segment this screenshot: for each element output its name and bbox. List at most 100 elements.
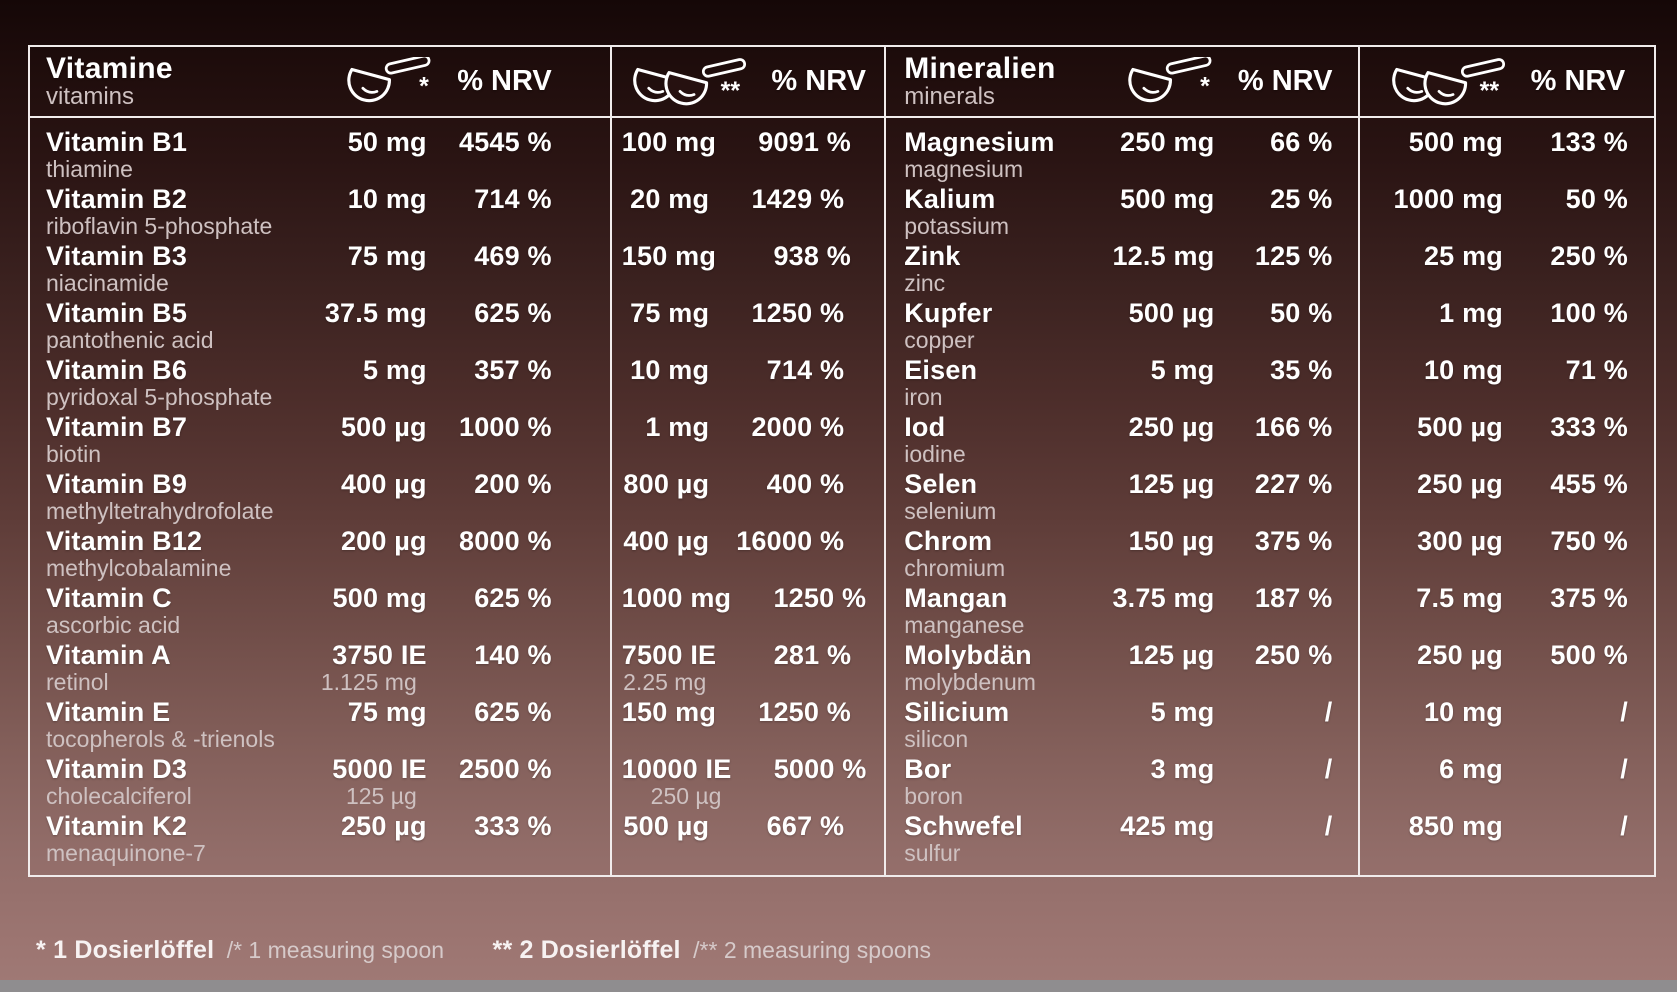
nrv-cell: 50 % — [1565, 184, 1628, 214]
nutrient-name-de: Vitamin B1 — [46, 127, 188, 157]
minerals-row-kupfer-dose-two: 1 mg 100 % — [1360, 298, 1654, 356]
vitamins-title-en: vitamins — [46, 82, 135, 110]
nrv-cell: 667 % — [766, 811, 845, 841]
vitamins-one-spoon-rows: Vitamin B1 thiamine 50 mg 4545 % Vitamin B2 r… — [30, 118, 610, 875]
nrv-cell: 1429 % — [751, 184, 845, 214]
amount-value: 1000 mg — [621, 583, 732, 613]
nrv-cell: 1000 % — [458, 412, 552, 442]
amount-value: 5 mg — [1150, 697, 1215, 727]
nrv-cell: 375 % — [1254, 526, 1333, 556]
nrv-column-header: % NRV — [457, 65, 552, 97]
nutrient-name-de: Kalium — [904, 184, 996, 214]
nutrient-name-en: copper — [904, 327, 975, 354]
amount-cell: 1000 mg — [1368, 184, 1503, 214]
nutrient-name: Zink zinc — [904, 241, 1054, 297]
nutrient-name-de: Vitamin E — [46, 697, 171, 727]
nutrient-name-en: tocopherols & -trienols — [46, 726, 275, 753]
nutrient-name: Kupfer copper — [904, 298, 1054, 354]
amount-cell: 250 µg — [1368, 640, 1503, 670]
nrv-cell: 625 % — [474, 697, 552, 727]
amount-value: 400 µg — [623, 526, 710, 556]
nrv-cell: 375 % — [1550, 583, 1628, 613]
amount-cell: 20 mg — [622, 184, 710, 214]
minerals-row-mangan: Mangan manganese 3.75 mg 187 % — [886, 583, 1358, 641]
vitamins-title: Vitamine vitamins — [46, 54, 341, 109]
amount-value: 5 mg — [1150, 355, 1215, 385]
amount-value: 50 mg — [347, 127, 427, 157]
nrv-cell: 625 % — [474, 583, 552, 613]
amount-value: 10000 IE — [621, 754, 732, 784]
amount-value: 500 µg — [340, 412, 427, 442]
amount-value: 3 mg — [1150, 754, 1215, 784]
minerals-row-molybd-n-dose-two: 250 µg 500 % — [1360, 640, 1654, 698]
nutrition-facts-table: Vitamine vitamins % NRV Vitamin B1 thiami… — [28, 45, 1656, 877]
amount-cell: 10 mg — [1368, 355, 1503, 385]
nrv-cell: / — [1324, 811, 1333, 841]
amount-value: 20 mg — [630, 184, 710, 214]
nutrient-name-en: methylcobalamine — [46, 555, 232, 582]
minerals-row-magnesium-dose-two: 500 mg 133 % — [1360, 127, 1654, 185]
nrv-cell: 25 % — [1270, 184, 1333, 214]
amount-cell: 1000 mg — [621, 583, 732, 613]
amount-cell: 1 mg — [622, 412, 709, 442]
minerals-two-spoons-header: % NRV — [1360, 47, 1654, 118]
vitamins-row-vitamin-b6: Vitamin B6 pyridoxal 5-phosphate 5 mg 357 % — [30, 355, 610, 413]
vitamins-row-vitamin-b6-dose-two: 10 mg 714 % — [612, 355, 884, 413]
nrv-cell: / — [1324, 754, 1333, 784]
nrv-cell: 250 % — [1254, 640, 1333, 670]
amount-cell: 250 µg — [1054, 412, 1215, 442]
nrv-cell: 281 % — [773, 640, 852, 670]
minerals-two-spoons-section: % NRV 500 mg 133 % 1000 mg 50 % 25 mg 250 % 1 … — [1358, 47, 1654, 875]
vitamins-title-de: Vitamine — [46, 52, 173, 86]
amount-cell: 1 mg — [1368, 298, 1503, 328]
nrv-cell: 625 % — [474, 298, 552, 328]
nrv-cell: 4545 % — [458, 127, 552, 157]
amount-cell: 10 mg — [1368, 697, 1503, 727]
amount-value: 5000 IE — [332, 754, 427, 784]
minerals-row-zink-dose-two: 25 mg 250 % — [1360, 241, 1654, 299]
amount-cell: 3 mg — [1054, 754, 1215, 784]
amount-cell: 500 µg — [622, 811, 709, 841]
nutrient-name-de: Eisen — [904, 355, 978, 385]
amount-subvalue: 125 µg — [345, 783, 417, 810]
amount-cell: 150 mg — [622, 241, 716, 271]
amount-cell: 400 µg — [277, 469, 427, 499]
nutrient-name-de: Schwefel — [904, 811, 1023, 841]
nutrient-name-de: Vitamin B7 — [46, 412, 188, 442]
nrv-column-header: % NRV — [771, 65, 866, 97]
amount-value: 500 µg — [1128, 298, 1215, 328]
nrv-cell: 469 % — [474, 241, 552, 271]
nutrient-name-de: Vitamin B12 — [46, 526, 203, 556]
nutrient-name-de: Vitamin K2 — [46, 811, 188, 841]
vitamins-row-vitamin-b7-dose-two: 1 mg 2000 % — [612, 412, 884, 470]
amount-cell: 850 mg — [1368, 811, 1503, 841]
nrv-cell: 187 % — [1254, 583, 1333, 613]
nutrient-name-en: potassium — [904, 213, 1010, 240]
nrv-cell: 500 % — [1550, 640, 1628, 670]
nutrient-name-de: Iod — [904, 412, 946, 442]
amount-value: 10 mg — [630, 355, 710, 385]
nutrient-name: Molybdän molybdenum — [904, 640, 1054, 694]
amount-value: 10 mg — [1423, 697, 1503, 727]
vitamins-row-vitamin-b7: Vitamin B7 biotin 500 µg 1000 % — [30, 412, 610, 470]
nutrient-name: Silicium silicon — [904, 697, 1054, 751]
amount-cell: 500 µg — [277, 412, 427, 442]
amount-cell: 500 mg — [1054, 184, 1214, 214]
nutrient-name-de: Chrom — [904, 526, 993, 556]
nutrient-name-en: methyltetrahydrofolate — [46, 498, 274, 525]
nrv-cell: 66 % — [1270, 127, 1333, 157]
nutrient-name: Vitamin B1 thiamine — [46, 127, 277, 181]
vitamins-row-vitamin-k2: Vitamin K2 menaquinone-7 250 µg 333 % — [30, 811, 610, 869]
minerals-row-kalium: Kalium potassium 500 mg 25 % — [886, 184, 1358, 242]
nutrient-name-en: zinc — [904, 270, 946, 297]
footnote-one-spoon-de: * 1 Dosierlöffel — [36, 936, 215, 964]
nutrient-name-en: riboflavin 5-phosphate — [46, 213, 273, 240]
nutrient-name: Vitamin B3 niacinamide — [46, 241, 277, 295]
vitamins-row-vitamin-d3: Vitamin D3 cholecalciferol 5000 IE 125 µg 25… — [30, 754, 610, 812]
amount-value: 25 mg — [1423, 241, 1503, 271]
footnote-two-spoons-en: /** 2 measuring spoons — [693, 937, 931, 963]
two-measuring-spoons-icon — [1392, 56, 1507, 107]
nrv-cell: 16000 % — [736, 526, 845, 556]
vitamins-row-vitamin-b5: Vitamin B5 pantothenic acid 37.5 mg 625 % — [30, 298, 610, 356]
